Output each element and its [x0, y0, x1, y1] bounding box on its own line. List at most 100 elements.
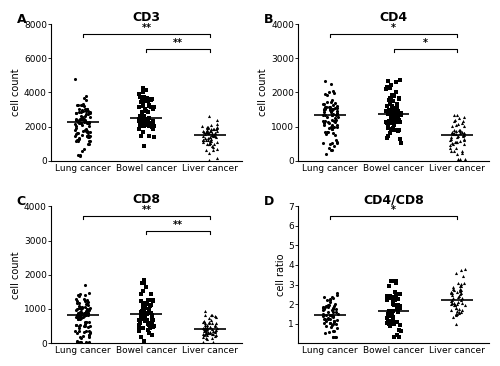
Point — [210, 141, 218, 147]
Point — [203, 127, 211, 133]
Point — [325, 329, 333, 335]
Point — [323, 93, 331, 98]
Point — [390, 93, 398, 99]
Point — [144, 132, 152, 138]
Point — [321, 112, 329, 118]
Point — [139, 304, 147, 310]
Point — [86, 119, 94, 125]
Point — [386, 95, 394, 101]
Point — [84, 332, 92, 338]
Point — [82, 312, 90, 318]
Point — [80, 298, 88, 304]
Point — [395, 327, 403, 333]
Point — [74, 130, 82, 136]
Point — [84, 129, 92, 135]
Point — [76, 153, 84, 158]
Point — [320, 294, 328, 300]
Point — [388, 321, 396, 327]
Point — [332, 137, 340, 143]
Point — [332, 292, 340, 298]
Point — [386, 293, 394, 299]
Point — [452, 270, 460, 276]
Point — [84, 141, 92, 147]
Point — [450, 287, 458, 293]
Point — [332, 309, 340, 314]
Point — [214, 139, 222, 145]
Point — [79, 116, 87, 122]
Point — [448, 130, 456, 136]
Point — [206, 330, 214, 336]
Point — [332, 141, 340, 146]
Point — [139, 288, 147, 294]
Point — [74, 137, 82, 143]
Point — [330, 334, 338, 340]
Point — [208, 136, 216, 142]
Point — [320, 108, 328, 113]
Point — [138, 120, 146, 126]
Point — [138, 117, 145, 123]
Point — [208, 328, 216, 334]
Point — [452, 311, 460, 317]
Point — [458, 129, 466, 135]
Point — [394, 115, 402, 120]
Point — [204, 320, 212, 326]
Point — [208, 326, 216, 332]
Point — [458, 290, 466, 296]
Point — [77, 116, 85, 122]
Point — [207, 138, 215, 144]
Point — [391, 106, 399, 112]
Point — [327, 124, 335, 130]
Point — [327, 311, 335, 317]
Point — [326, 141, 334, 146]
Point — [324, 119, 332, 125]
Point — [458, 283, 466, 289]
Point — [333, 103, 341, 109]
Point — [326, 296, 334, 302]
Point — [208, 144, 216, 150]
Point — [82, 97, 90, 103]
Y-axis label: cell count: cell count — [11, 251, 21, 299]
Point — [72, 111, 80, 116]
Point — [384, 97, 392, 103]
Point — [84, 120, 92, 126]
Point — [389, 115, 397, 120]
Point — [326, 107, 334, 112]
Point — [394, 127, 402, 133]
Point — [328, 97, 336, 103]
Point — [78, 102, 86, 108]
Point — [320, 306, 328, 312]
Point — [384, 122, 392, 128]
Point — [144, 310, 152, 316]
Point — [322, 104, 330, 110]
Point — [393, 101, 401, 107]
Text: **: ** — [173, 220, 183, 230]
Point — [141, 119, 149, 124]
Point — [325, 89, 333, 95]
Point — [150, 134, 158, 140]
Point — [330, 105, 338, 111]
Point — [448, 298, 456, 303]
Point — [448, 123, 456, 129]
Point — [78, 102, 86, 108]
Point — [328, 122, 336, 128]
Point — [146, 103, 154, 109]
Point — [72, 123, 80, 129]
Point — [396, 135, 404, 141]
Point — [82, 328, 90, 334]
Point — [72, 306, 80, 311]
Point — [72, 340, 80, 346]
Point — [84, 134, 92, 140]
Point — [456, 283, 464, 289]
Point — [148, 122, 156, 128]
Point — [322, 106, 330, 112]
Text: B: B — [264, 13, 274, 26]
Point — [331, 119, 339, 124]
Point — [212, 323, 220, 329]
Point — [386, 130, 394, 136]
Point — [76, 116, 84, 122]
Point — [391, 297, 399, 303]
Point — [394, 109, 402, 115]
Point — [72, 110, 80, 116]
Point — [386, 320, 394, 326]
Point — [328, 313, 336, 318]
